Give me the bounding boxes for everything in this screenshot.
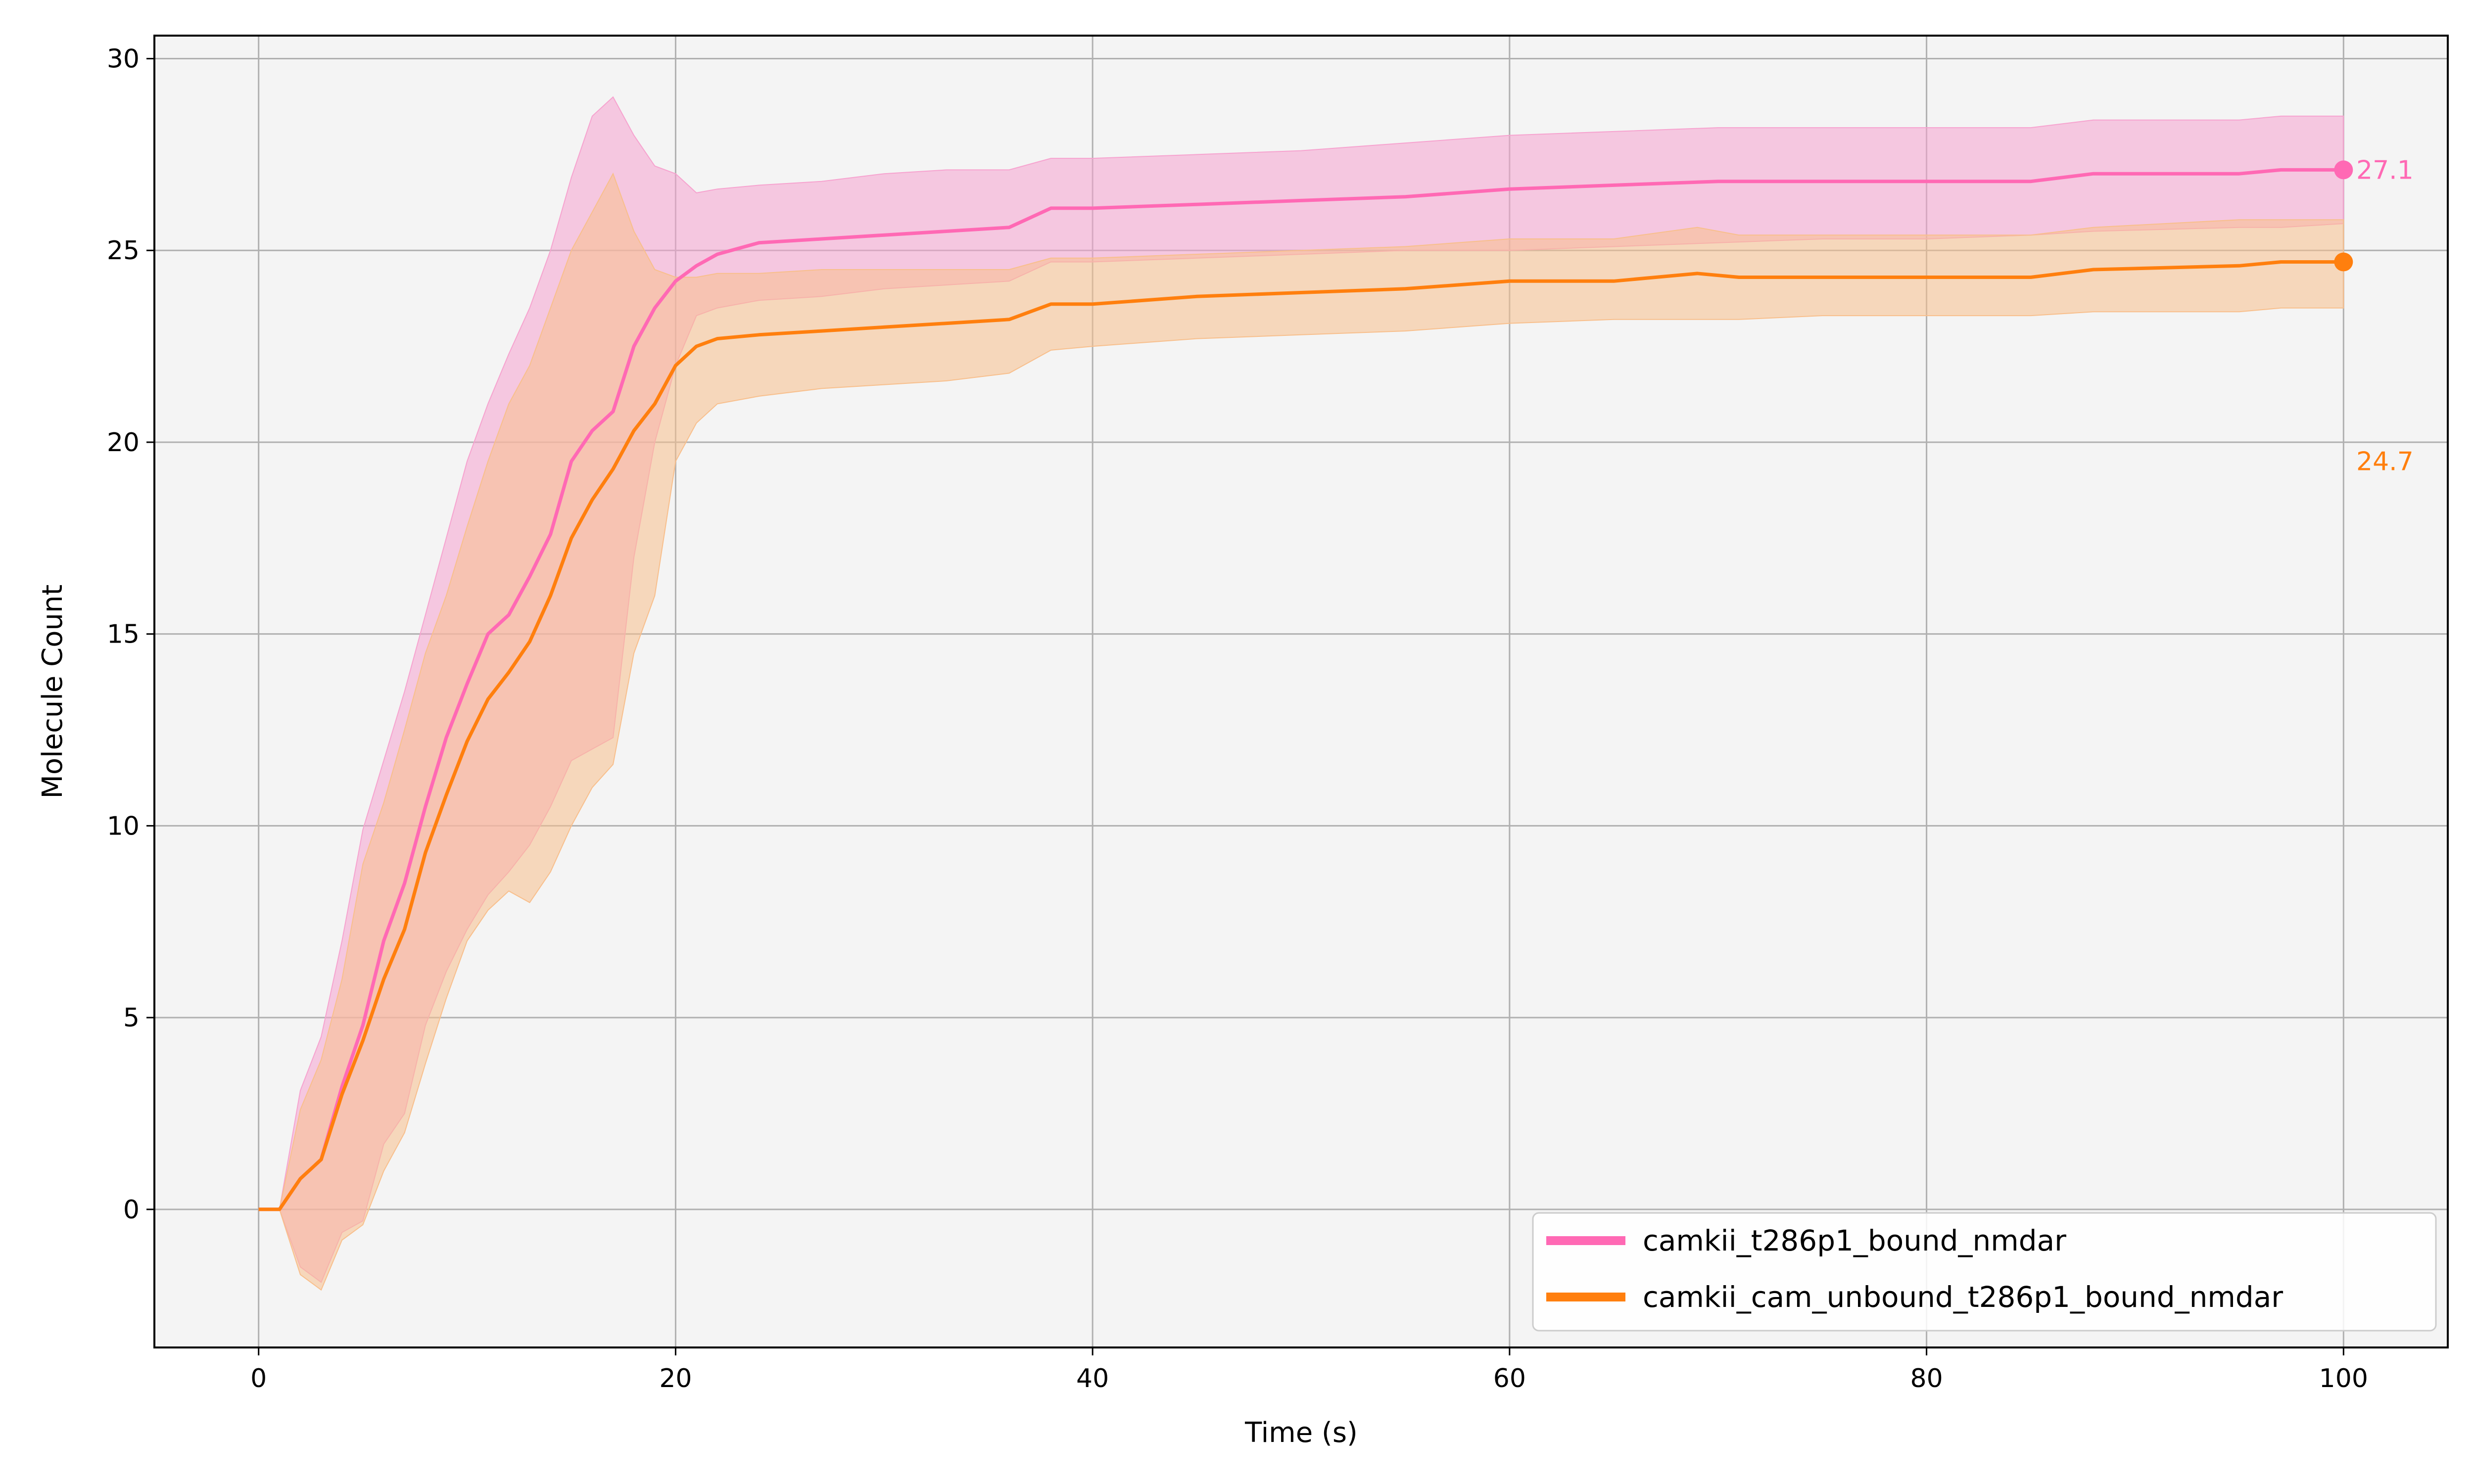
y-tick-label: 15 (107, 620, 140, 649)
y-tick-label: 25 (107, 236, 140, 266)
legend: camkii_t286p1_bound_nmdar camkii_cam_unb… (1532, 1212, 2437, 1332)
y-tick-label: 0 (123, 1195, 140, 1225)
legend-label: camkii_cam_unbound_t286p1_bound_nmdar (1643, 1280, 2283, 1314)
y-axis-ticks: 0 5 10 15 20 25 30 (107, 45, 154, 1225)
legend-box (1532, 1212, 2437, 1332)
y-tick-label: 10 (107, 811, 140, 841)
x-tick-label: 80 (1910, 1364, 1943, 1393)
y-tick-label: 20 (107, 428, 140, 458)
x-axis-label: Time (s) (1244, 1417, 1358, 1449)
end-value-label: 27.1 (2356, 155, 2414, 185)
series-line (258, 168, 2344, 1211)
y-axis-label: Molecule Count (37, 585, 69, 799)
end-value-label: 24.7 (2356, 447, 2414, 477)
plot-frame (153, 35, 2449, 1348)
x-tick-label: 0 (250, 1364, 267, 1393)
y-tick-label: 5 (123, 1003, 140, 1033)
x-tick-label: 20 (659, 1364, 692, 1393)
end-marker (2334, 160, 2353, 180)
legend-label: camkii_t286p1_bound_nmdar (1643, 1224, 2066, 1257)
x-tick-label: 40 (1076, 1364, 1109, 1393)
end-markers (2334, 160, 2353, 272)
y-tick-label: 30 (107, 45, 140, 74)
x-axis-ticks: 0 20 40 60 80 100 (250, 1347, 2368, 1393)
series-line (258, 260, 2344, 1211)
x-tick-label: 100 (2319, 1364, 2368, 1393)
series-lines (258, 168, 2344, 1211)
x-tick-label: 60 (1493, 1364, 1526, 1393)
end-marker (2334, 252, 2353, 272)
